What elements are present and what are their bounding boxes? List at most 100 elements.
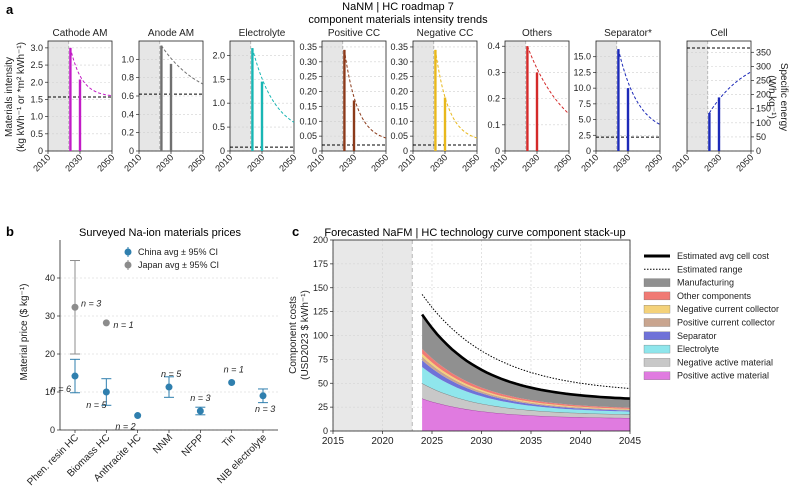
x-tick-label: 2045 bbox=[619, 436, 642, 447]
legend-label: Negative active material bbox=[677, 357, 773, 367]
mean-marker bbox=[71, 372, 79, 380]
sample-size-label: n = 3 bbox=[81, 298, 101, 308]
sample-size-label: n = 5 bbox=[161, 369, 182, 379]
legend-swatch bbox=[643, 344, 671, 354]
historical-shade bbox=[333, 240, 413, 431]
x-tick-label: 2050 bbox=[552, 152, 573, 173]
x-tick-label: 2025 bbox=[421, 436, 444, 447]
y-tick-label: 200 bbox=[756, 90, 771, 100]
subplot-2: Electrolyte 0 0.5 1.0 1.5 2.0 2010 2030 2050 bbox=[212, 28, 298, 174]
price-point: n = 6 bbox=[51, 358, 80, 394]
y-tick-label: 0 bbox=[403, 146, 408, 156]
category-label: NNM bbox=[151, 432, 175, 456]
y-tick-label: 0 bbox=[38, 146, 43, 156]
y-tick-label: 12.5 bbox=[573, 67, 591, 77]
x-tick-label: 2030 bbox=[337, 152, 358, 173]
price-point: n = 1 bbox=[102, 319, 134, 330]
y-tick-label: 0.05 bbox=[390, 131, 408, 141]
price-point: n = 3 bbox=[190, 393, 210, 416]
panel-a-ylabel-right-line2: (Wh kg⁻¹) bbox=[766, 75, 777, 119]
mean-marker bbox=[134, 412, 142, 420]
x-tick-label: 2050 bbox=[460, 152, 481, 173]
trend-curve bbox=[434, 49, 478, 139]
subplot-7: Cell 0 50 100 150 200 250 300 350 2010 2030 2050 bbox=[670, 28, 771, 174]
range-line bbox=[421, 294, 631, 389]
historical-shade bbox=[139, 41, 160, 151]
historical-shade bbox=[48, 41, 69, 151]
y-tick-label: 0.15 bbox=[390, 101, 408, 111]
y-tick-label: 0 bbox=[586, 146, 591, 156]
y-tick-label: 0.10 bbox=[390, 116, 408, 126]
panel-a-ylabel-line2: (kg kWh⁻¹ or *m² kWh⁻¹) bbox=[16, 42, 27, 152]
x-tick-label: 2030 bbox=[520, 152, 541, 173]
mean-marker bbox=[228, 379, 236, 386]
subplot-title: Electrolyte bbox=[239, 28, 286, 39]
y-tick-label: 30 bbox=[45, 311, 55, 321]
area-negative-active-material bbox=[422, 383, 630, 418]
x-tick-label: 2010 bbox=[31, 152, 52, 173]
trend-curve bbox=[617, 49, 661, 125]
subplot-title: Separator* bbox=[604, 28, 652, 39]
x-tick-label: 2050 bbox=[277, 152, 298, 173]
y-tick-label: 10.0 bbox=[573, 83, 591, 93]
y-tick-label: 0.4 bbox=[121, 109, 134, 119]
y-tick-label: 1.0 bbox=[121, 54, 134, 64]
y-tick-label: 2.5 bbox=[578, 130, 591, 140]
y-tick-label: 15.0 bbox=[573, 52, 591, 62]
legend-label: Japan avg ± 95% CI bbox=[138, 260, 219, 270]
subplot-4: Negative CC 0 0.05 0.10 0.15 0.20 0.25 0.30 0.35… bbox=[390, 28, 481, 174]
x-tick-label: 2010 bbox=[488, 152, 509, 173]
y-tick-label: 100 bbox=[313, 331, 328, 341]
plot-frame bbox=[332, 239, 631, 432]
legend-label: Positive active material bbox=[677, 371, 769, 381]
panel-a-ylabel-right-line1: Specific energy bbox=[778, 63, 789, 131]
legend-label: Estimated range bbox=[677, 264, 743, 274]
y-tick-label: 0.35 bbox=[390, 42, 408, 52]
x-tick-label: 2020 bbox=[371, 436, 394, 447]
y-tick-label: 25 bbox=[318, 402, 328, 412]
mean-marker bbox=[196, 407, 204, 415]
mean-marker bbox=[71, 303, 79, 311]
y-tick-label: 0.5 bbox=[212, 122, 225, 132]
x-tick-label: 2010 bbox=[670, 152, 691, 173]
legend-label: Electrolyte bbox=[677, 344, 719, 354]
y-tick-label: 175 bbox=[313, 259, 328, 269]
y-tick-label: 1.5 bbox=[30, 94, 43, 104]
x-tick-label: 2030 bbox=[702, 152, 723, 173]
avg-cost-line bbox=[421, 313, 631, 400]
y-tick-label: 150 bbox=[313, 283, 328, 293]
price-point: n = 2 bbox=[115, 412, 142, 432]
panel-b-ylabel: Material price ($ kg⁻¹) bbox=[19, 284, 30, 381]
y-tick-label: 1.0 bbox=[30, 112, 43, 122]
sample-size-label: n = 3 bbox=[255, 404, 275, 414]
legend-label: Estimated avg cell cost bbox=[677, 251, 770, 261]
subplot-1: Anode AM 0 0.2 0.4 0.6 0.8 1.0 2010 2030 2050 bbox=[121, 28, 207, 174]
y-tick-label: 0.30 bbox=[299, 57, 317, 67]
y-tick-label: 0.2 bbox=[487, 94, 500, 104]
legend-swatch bbox=[643, 331, 671, 340]
legend-label: Negative current collector bbox=[677, 304, 779, 314]
x-tick-label: 2035 bbox=[520, 436, 543, 447]
y-tick-label: 0 bbox=[50, 425, 55, 435]
legend-label: Separator bbox=[677, 331, 717, 341]
legend-label: Manufacturing bbox=[677, 278, 734, 288]
x-tick-label: 2050 bbox=[734, 152, 755, 173]
panel-c-ylabel-line2: (USD2023 $ kWh⁻¹) bbox=[300, 290, 311, 380]
y-tick-label: 40 bbox=[45, 273, 55, 283]
panel-a-title-line2: component materials intensity trends bbox=[308, 14, 488, 26]
y-tick-label: 0.30 bbox=[390, 57, 408, 67]
y-tick-label: 50 bbox=[318, 378, 328, 388]
panel-c-ylabel-line1: Component costs bbox=[288, 296, 299, 374]
sample-size-label: n = 6 bbox=[51, 384, 71, 394]
y-tick-label: 250 bbox=[756, 75, 771, 85]
subplot-title: Anode AM bbox=[148, 28, 194, 39]
y-tick-label: 1.5 bbox=[212, 74, 225, 84]
y-tick-label: 3.0 bbox=[30, 43, 43, 53]
y-tick-label: 0.6 bbox=[121, 91, 134, 101]
panel-label-c: c bbox=[292, 224, 299, 239]
y-tick-label: 200 bbox=[313, 235, 328, 245]
y-tick-label: 0.4 bbox=[487, 41, 500, 51]
legend-swatch bbox=[643, 305, 671, 314]
legend-label: Other components bbox=[677, 291, 752, 301]
